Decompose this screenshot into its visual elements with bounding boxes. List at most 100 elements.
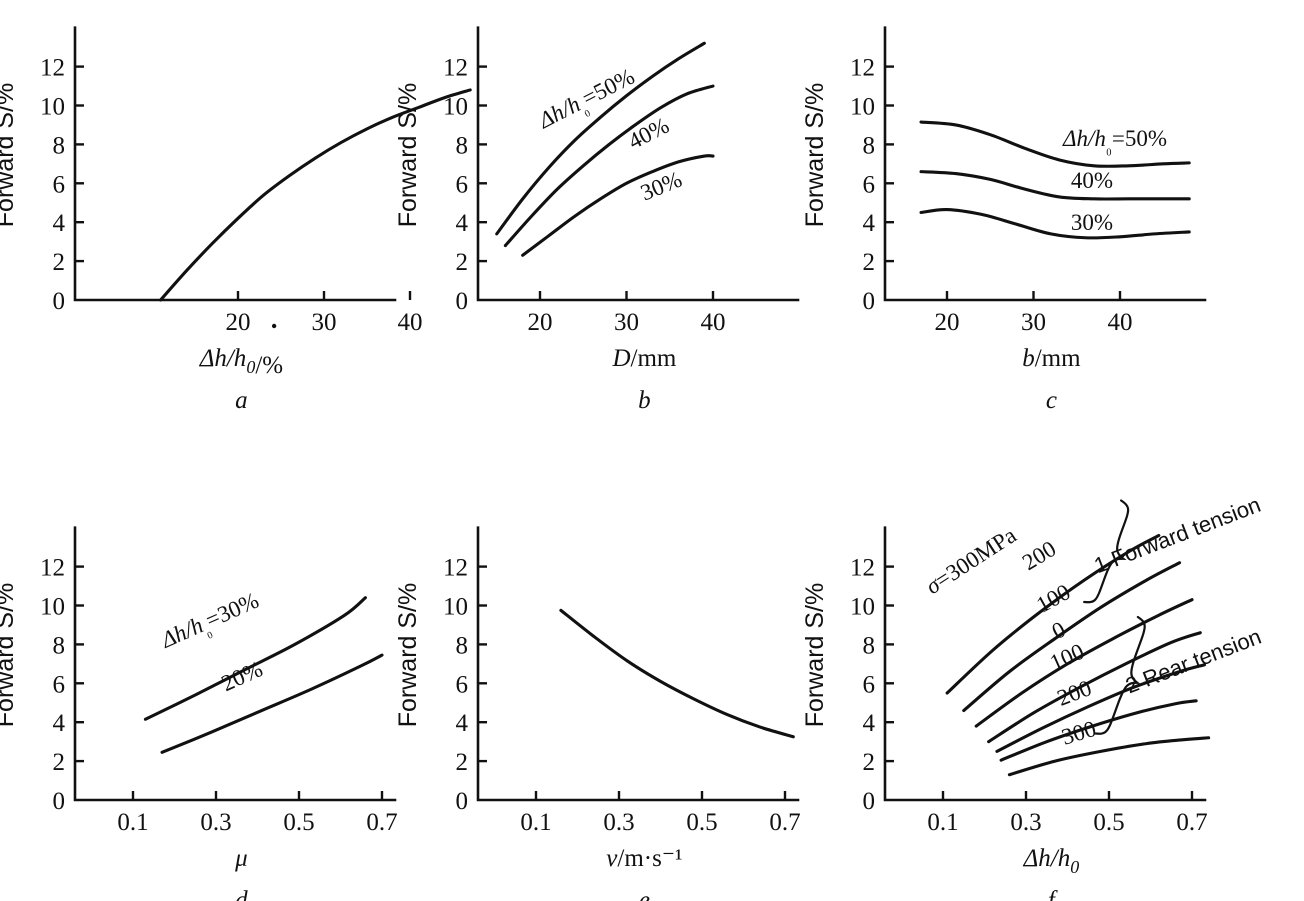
curve-label-f-1: 200 bbox=[1018, 536, 1060, 575]
y-tick-label-b-6: 6 bbox=[456, 171, 469, 198]
y-tick-label-e-2: 2 bbox=[456, 749, 469, 776]
scan-artifact-dot bbox=[271, 323, 277, 329]
y-tick-label-d-12: 12 bbox=[40, 555, 65, 582]
x-tick-label-e-0.7: 0.7 bbox=[769, 809, 800, 836]
curve-c-2 bbox=[919, 208, 1191, 240]
x-tick-label-f-0.7: 0.7 bbox=[1176, 809, 1207, 836]
curve-label-b-2: 30% bbox=[637, 167, 685, 206]
curve-label-f-0-text: σ=300MPa bbox=[921, 522, 1020, 599]
x-tick-label-b-20: 20 bbox=[528, 309, 553, 336]
y-tick-label-b-0: 0 bbox=[456, 288, 469, 315]
x-axis-label-a: Δh/h0/% bbox=[199, 345, 283, 379]
panel-letter-e: e bbox=[639, 887, 650, 901]
y-axis-label-c: Forward S/% bbox=[801, 83, 829, 227]
panel-c: 0 2 4 6 8 10 12 20 30 40 Forward S/% b/mm c bbox=[801, 26, 1207, 414]
y-tick-label-e-6: 6 bbox=[456, 671, 469, 698]
y-tick-label-e-8: 8 bbox=[456, 632, 469, 659]
curve-f-5 bbox=[999, 699, 1198, 762]
curve-f-3 bbox=[987, 631, 1202, 744]
y-tick-label-c-8: 8 bbox=[863, 132, 876, 159]
x-tick-label-b-40: 40 bbox=[701, 309, 726, 336]
panel-letter-b: b bbox=[638, 387, 651, 414]
curve-d-0 bbox=[143, 596, 367, 721]
curves-f bbox=[945, 533, 1211, 777]
y-tick-label-c-10: 10 bbox=[850, 94, 875, 121]
axes-d bbox=[73, 526, 397, 802]
brace-forward-tension bbox=[1083, 499, 1130, 604]
curve-f-4 bbox=[995, 663, 1206, 753]
curve-label-f-1-text: 200 bbox=[1018, 536, 1060, 575]
y-tick-label-a-6: 6 bbox=[53, 171, 66, 198]
y-tick-label-a-2: 2 bbox=[53, 249, 66, 276]
y-tick-label-f-6: 6 bbox=[863, 671, 876, 698]
y-tick-label-f-4: 4 bbox=[863, 710, 876, 737]
curve-label-f-4: 100 bbox=[1046, 639, 1088, 676]
curve-label-f-0: σ=300MPa bbox=[921, 522, 1020, 599]
y-tick-label-d-0: 0 bbox=[53, 788, 66, 815]
curve-label-c-1: 40% bbox=[1071, 168, 1113, 193]
curves-d bbox=[143, 596, 384, 754]
curve-label-d-0-text: Δh/h₀=30% bbox=[157, 588, 265, 658]
curves-a bbox=[159, 88, 472, 302]
y-tick-label-e-4: 4 bbox=[456, 710, 469, 737]
curve-label-f-6: 300 bbox=[1059, 716, 1099, 750]
y-axis-label-a: Forward S/% bbox=[0, 83, 19, 227]
y-tick-label-f-8: 8 bbox=[863, 632, 876, 659]
y-tick-label-f-2: 2 bbox=[863, 749, 876, 776]
x-tick-label-f-0.3: 0.3 bbox=[1010, 809, 1041, 836]
x-tick-label-a-40: 40 bbox=[398, 309, 423, 336]
y-tick-label-e-12: 12 bbox=[443, 555, 468, 582]
y-tick-label-d-10: 10 bbox=[40, 594, 65, 621]
y-tick-label-f-10: 10 bbox=[850, 594, 875, 621]
x-tick-label-a-30: 30 bbox=[312, 309, 337, 336]
x-tick-label-f-0.5: 0.5 bbox=[1093, 809, 1124, 836]
y-tick-label-a-10: 10 bbox=[40, 94, 65, 121]
x-tick-label-d-0.5: 0.5 bbox=[283, 809, 314, 836]
y-axis-label-b: Forward S/% bbox=[394, 83, 422, 227]
x-tick-label-a-20: 20 bbox=[226, 309, 251, 336]
x-axis-label-c: b/mm bbox=[1022, 345, 1081, 372]
y-tick-label-c-0: 0 bbox=[863, 288, 876, 315]
y-axis-label-f: Forward S/% bbox=[801, 583, 829, 727]
y-tick-label-b-2: 2 bbox=[456, 249, 469, 276]
panel-e: 0 2 4 6 8 10 12 0.1 0.3 0.5 0.7 Forward S/% v/m·s⁻¹ e bbox=[394, 526, 801, 901]
curve-d-1 bbox=[160, 653, 384, 754]
y-axis-label-e: Forward S/% bbox=[394, 583, 422, 727]
x-axis-label-d: μ bbox=[234, 845, 248, 872]
y-tick-label-c-2: 2 bbox=[863, 249, 876, 276]
axes-f bbox=[883, 526, 1207, 802]
x-tick-label-e-0.3: 0.3 bbox=[603, 809, 634, 836]
curve-b-2 bbox=[521, 154, 715, 257]
x-tick-label-c-20: 20 bbox=[935, 309, 960, 336]
y-tick-label-d-6: 6 bbox=[53, 671, 66, 698]
curve-e-0 bbox=[559, 608, 795, 739]
panel-f: 0 2 4 6 8 10 12 0.1 0.3 0.5 0.7 Forward S/% Δh/h0 f bbox=[801, 526, 1208, 901]
curve-label-b-2-text: 30% bbox=[637, 167, 685, 206]
panel-letter-d: d bbox=[235, 887, 248, 901]
curve-f-6 bbox=[1007, 736, 1211, 777]
curve-label-c-2-text: 30% bbox=[1071, 210, 1113, 235]
x-tick-label-d-0.3: 0.3 bbox=[200, 809, 231, 836]
curves-c bbox=[919, 120, 1191, 240]
axes-a bbox=[73, 26, 397, 302]
curve-a-0 bbox=[159, 88, 472, 302]
brace-rear-tension bbox=[1094, 615, 1146, 735]
x-tick-label-b-30: 30 bbox=[614, 309, 639, 336]
x-axis-label-e: v/m·s⁻¹ bbox=[606, 845, 682, 872]
curve-b-0 bbox=[495, 41, 706, 236]
y-tick-label-b-12: 12 bbox=[443, 55, 468, 82]
curve-f-2 bbox=[974, 598, 1194, 728]
curves-b bbox=[495, 41, 715, 257]
y-tick-label-c-6: 6 bbox=[863, 171, 876, 198]
x-tick-label-d-0.7: 0.7 bbox=[366, 809, 397, 836]
y-tick-label-e-0: 0 bbox=[456, 788, 469, 815]
axes-c bbox=[883, 26, 1207, 302]
curve-f-0 bbox=[945, 533, 1161, 695]
panel-letter-c: c bbox=[1046, 387, 1057, 414]
y-tick-label-f-0: 0 bbox=[863, 788, 876, 815]
y-tick-label-b-8: 8 bbox=[456, 132, 469, 159]
curve-b-1 bbox=[503, 84, 715, 248]
